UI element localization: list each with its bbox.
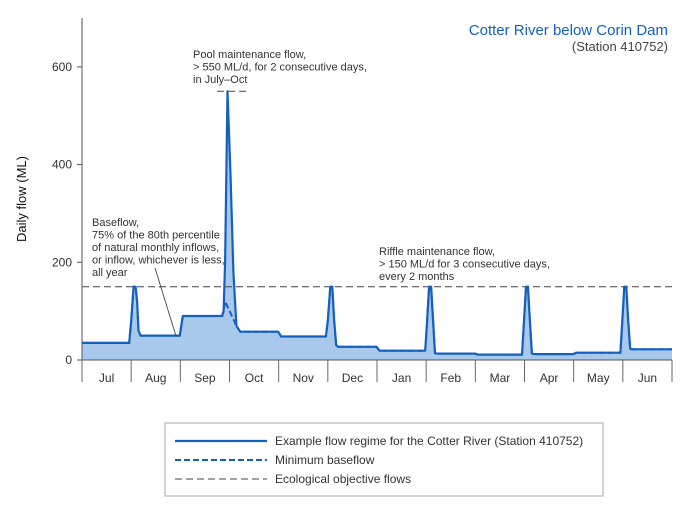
annotation-line: Riffle maintenance flow, <box>379 246 495 258</box>
annotation-1: Pool maintenance flow, > 550 ML/d, for 2 … <box>193 49 367 86</box>
x-tick-label: Aug <box>145 371 166 385</box>
x-tick-label: Dec <box>342 371 363 385</box>
series-layer <box>82 90 672 356</box>
x-tick-label: Jun <box>638 371 657 385</box>
x-tick-label: May <box>587 371 610 385</box>
chart-title: Cotter River below Corin Dam <box>469 22 668 39</box>
text-layer: Cotter River below Corin Dam(Station 410… <box>92 22 668 337</box>
annotation-line: all year <box>92 267 128 279</box>
annotation-line: of natural monthly inflows, <box>92 242 219 254</box>
annotation-line: > 550 ML/d, for 2 consecutive days, <box>193 62 367 74</box>
baseflow-leader-line <box>154 267 177 337</box>
annotation-2: Baseflow, 75% of the 80th percentile of na… <box>92 217 225 279</box>
chart-subtitle: (Station 410752) <box>572 39 668 54</box>
annotation-line: or inflow, whichever is less, <box>92 255 225 267</box>
legend: Example flow regime for the Cotter River… <box>164 422 604 497</box>
x-tick-label: Oct <box>245 371 264 385</box>
legend-label-3: Ecological objective flows <box>275 472 411 486</box>
annotation-line: Baseflow, <box>92 217 139 229</box>
x-tick-label: Apr <box>540 371 559 385</box>
x-tick-label: Jan <box>392 371 411 385</box>
annotation-line: every 2 months <box>379 271 455 283</box>
legend-label-1: Example flow regime for the Cotter River… <box>275 434 583 448</box>
annotation-line: Pool maintenance flow, <box>193 49 306 61</box>
x-tick-label: Sep <box>194 371 216 385</box>
flow-regime-line <box>82 90 672 356</box>
axes-layer: 0 200 400 600 Jul Aug Sep Oct Nov Dec Jan Feb Mar Apr… <box>14 18 673 385</box>
y-tick-label: 600 <box>52 60 72 74</box>
annotation-line: in July–Oct <box>193 74 247 86</box>
annotation-line: 75% of the 80th percentile <box>92 230 220 242</box>
x-tick-label: Nov <box>293 371 314 385</box>
y-tick-label: 0 <box>65 353 72 367</box>
x-tick-label: Mar <box>490 371 511 385</box>
legend-label-2: Minimum baseflow <box>275 453 375 467</box>
y-axis-label: Daily flow (ML) <box>14 156 29 242</box>
annotation-3: Riffle maintenance flow, > 150 ML/d for 3… <box>379 246 550 283</box>
x-tick-label: Jul <box>99 371 114 385</box>
annotation-line: > 150 ML/d for 3 consecutive days, <box>379 259 550 271</box>
x-tick-label: Feb <box>440 371 461 385</box>
y-tick-label: 400 <box>52 158 72 172</box>
y-tick-label: 200 <box>52 255 72 269</box>
